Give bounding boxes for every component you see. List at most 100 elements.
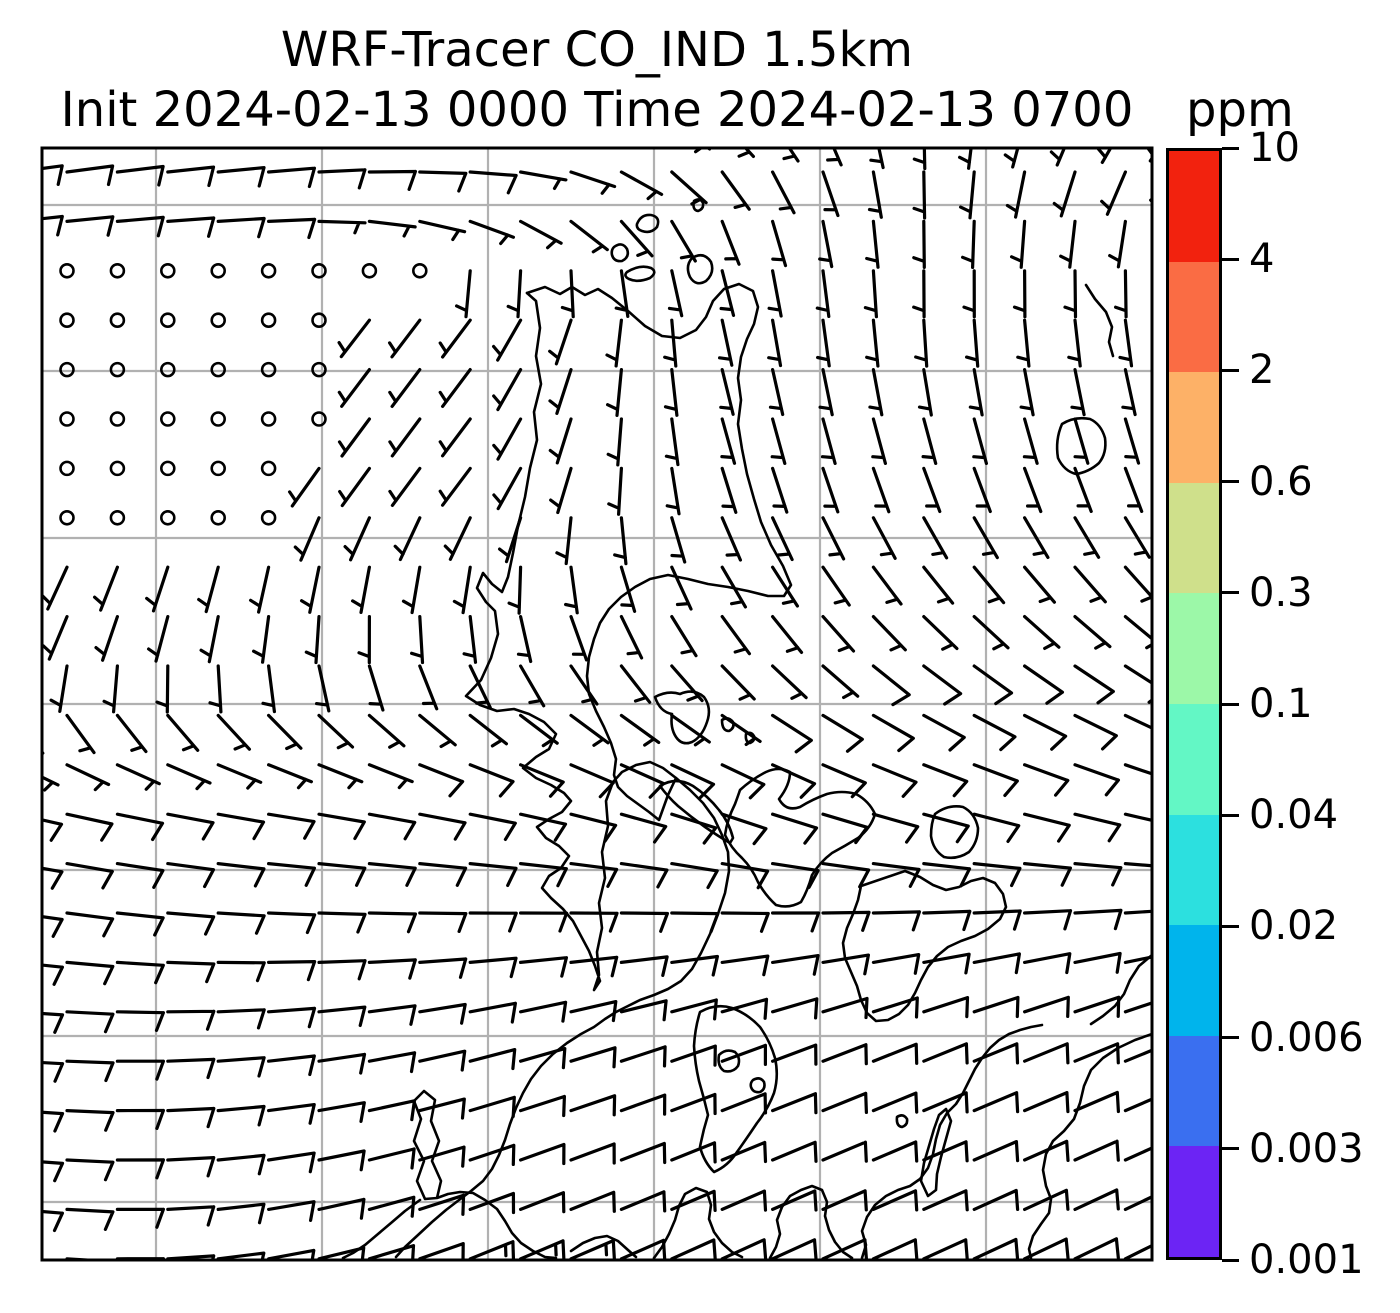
wind-barb (267, 812, 316, 840)
wind-barb (922, 763, 969, 798)
wind-barb (619, 565, 637, 613)
wind-barb (670, 664, 704, 703)
wind-barb (267, 763, 313, 790)
wind-barb (820, 417, 837, 465)
wind-barb (267, 1151, 316, 1174)
wind-barb (606, 368, 623, 417)
wind-barb (720, 812, 768, 846)
wind-barb (252, 615, 271, 664)
wind-barb (1022, 1188, 1070, 1211)
wind-barb (720, 911, 770, 933)
wind-barb (507, 565, 523, 615)
wind-barb (972, 862, 1022, 888)
wind-barb (922, 1238, 969, 1260)
wind-barb (821, 1189, 868, 1212)
wind-barb (42, 1011, 65, 1034)
wind-barb (155, 664, 170, 714)
wind-barb (304, 615, 321, 665)
wind-barb (555, 516, 573, 566)
wind-barb (418, 170, 468, 193)
wind-barb (208, 664, 223, 714)
calm-wind-circle (412, 263, 428, 279)
wind-barb (388, 368, 422, 408)
wind-barb (821, 862, 871, 889)
wind-barb (216, 911, 266, 935)
wind-barb (1123, 955, 1152, 964)
wind-barb (0, 617, 17, 659)
plot-border (40, 146, 1154, 1262)
wind-barb (1067, 318, 1082, 368)
wind-barb (267, 1103, 316, 1125)
wind-barb (1073, 1237, 1120, 1260)
wind-barb (871, 417, 887, 465)
colorbar-tick-label: 0.3 (1249, 569, 1313, 616)
wind-barb (455, 269, 472, 319)
wind-barb (42, 866, 64, 890)
wind-barb (614, 269, 630, 318)
plot-title: WRF-Tracer CO_IND 1.5km (280, 22, 914, 78)
wind-barb (922, 565, 955, 605)
calm-wind-circle (10, 363, 23, 376)
wind-barb (42, 1110, 65, 1133)
wind-barb (337, 368, 371, 408)
wind-barb (821, 170, 840, 218)
wind-barb (720, 862, 770, 890)
wind-barb (418, 1145, 466, 1168)
wind-barb (771, 763, 817, 799)
wind-barb (670, 1189, 717, 1212)
wind-barb (319, 119, 365, 137)
wind-barb (571, 123, 616, 141)
colorbar-tick-label: 0.04 (1249, 792, 1339, 839)
wind-barb (670, 1044, 717, 1067)
wind-barb (821, 1238, 868, 1260)
wind-barb (267, 1006, 317, 1029)
wind-barb (613, 516, 628, 566)
wind-barb (317, 1197, 366, 1220)
coastline-path (341, 1089, 558, 1260)
wind-barb (317, 713, 355, 750)
wind-barb (1073, 615, 1112, 650)
wind-barb (216, 1202, 266, 1225)
wind-barb (388, 466, 422, 507)
wind-barb (519, 812, 568, 842)
wind-barb (288, 466, 321, 508)
wind-barb (42, 214, 64, 237)
wind-barb (720, 466, 738, 514)
wind-barb (767, 318, 783, 368)
wind-barb (771, 1140, 818, 1163)
wind-barb (216, 1056, 266, 1078)
wind-barb (115, 960, 165, 985)
wind-barb (912, 269, 926, 319)
wind-barb (49, 664, 69, 713)
wind-barb (65, 1158, 115, 1182)
wind-barb (267, 1200, 316, 1222)
wind-barb (720, 565, 747, 609)
wind-barb (1022, 516, 1050, 559)
wind-barb (922, 516, 949, 560)
wind-barb (549, 466, 573, 515)
wind-barb (1123, 812, 1152, 822)
wind-barb (1073, 713, 1118, 751)
wind-barb (972, 713, 1017, 752)
calm-wind-circle (10, 511, 23, 524)
wind-barb (1118, 318, 1134, 368)
wind-barb (102, 664, 119, 714)
wind-barb (1073, 862, 1123, 887)
wind-barb (619, 862, 669, 889)
colorbar-tick-label: 0.003 (1249, 1125, 1364, 1172)
calm-wind-circle (109, 361, 126, 378)
wind-barb (317, 763, 364, 790)
wind-barb (720, 1043, 767, 1066)
wind-barb (871, 862, 921, 888)
wind-barb (65, 763, 111, 792)
wind-barb (619, 911, 669, 933)
wind-barb (166, 911, 216, 936)
wind-barb (216, 1153, 266, 1176)
wind-barb (1022, 763, 1070, 797)
wind-barb (670, 763, 716, 800)
wind-barb (670, 170, 708, 206)
wind-barb (737, 148, 755, 158)
coastline-path (1084, 283, 1152, 1026)
wind-barb (42, 615, 69, 661)
wind-barb (871, 1140, 919, 1163)
